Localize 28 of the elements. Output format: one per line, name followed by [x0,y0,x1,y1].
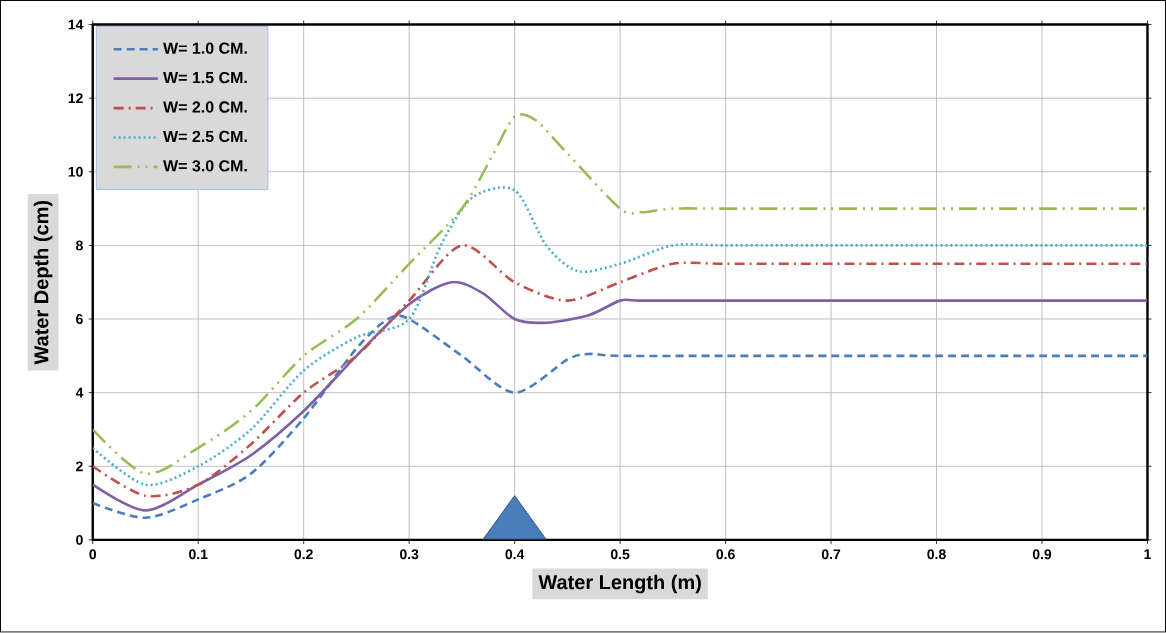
x-tick-label: 0.5 [610,549,630,560]
y-tick-label: 6 [76,314,83,325]
y-tick-label: 10 [68,167,83,177]
x-axis-title: Water Length (m) [538,574,701,594]
y-tick-label: 12 [68,93,83,104]
y-tick-label: 0 [76,535,83,546]
legend-label: W= 3.0 CM. [163,160,247,172]
x-tick-label: 0.2 [294,549,313,560]
x-tick-label: 0.6 [716,549,735,560]
legend-label: W= 1.0 CM. [163,42,247,55]
x-tick-label: 0 [89,549,97,560]
x-tick-label: 0.9 [1032,549,1052,560]
x-tick-label: 1 [1144,549,1151,560]
y-tick-label: 4 [75,388,84,398]
legend-label: W= 2.0 CM. [163,101,247,113]
line-series [92,281,1148,512]
x-tick-label: 0.3 [400,549,419,560]
y-tick-label: 2 [76,461,83,472]
line-series [92,244,1148,498]
x-tick-label: 0.1 [189,549,208,560]
y-tick-label: 8 [76,240,83,251]
legend-label: W= 1.5 CM. [163,72,247,84]
x-tick-label: 0.8 [927,549,946,560]
x-tick-label: 0.4 [505,549,525,560]
y-tick-label: 14 [68,19,84,30]
legend-label: W= 2.5 CM. [163,130,247,143]
y-axis-title: Water Depth (cm) [33,201,53,365]
x-tick-label: 0.7 [821,549,841,560]
